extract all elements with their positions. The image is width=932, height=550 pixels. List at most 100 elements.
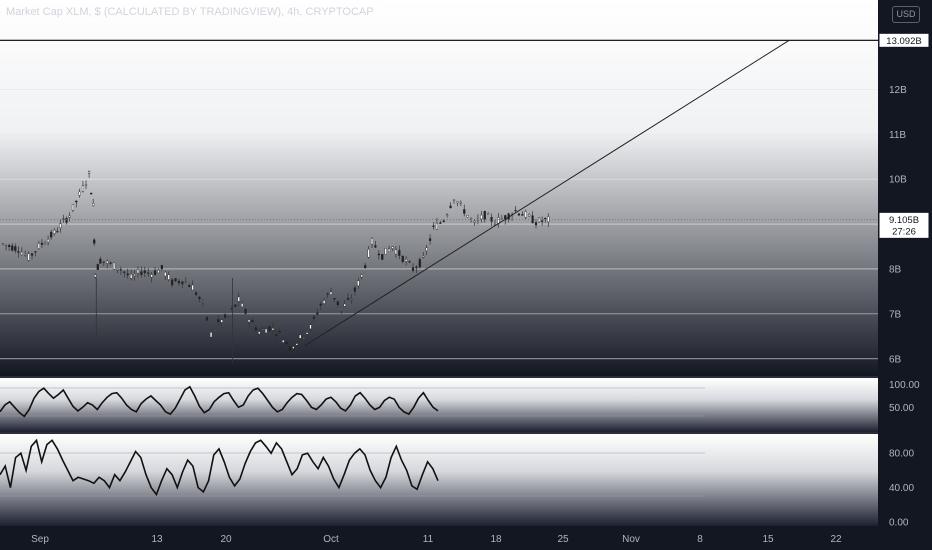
time-tick-label: 18 [490, 534, 502, 545]
candle-body [116, 268, 119, 271]
candle-body [319, 303, 322, 306]
candle-body [271, 328, 275, 331]
price-tick-label: 6B [889, 354, 902, 365]
trend-line[interactable] [305, 39, 790, 346]
candle-body [11, 245, 14, 251]
candle-body [459, 202, 462, 204]
candle-body [93, 239, 96, 244]
last-price-tag [878, 211, 930, 239]
oscillator-1-line[interactable] [0, 385, 439, 418]
candle-body [220, 319, 223, 323]
candle-body [217, 319, 220, 323]
candle-body [346, 297, 350, 300]
candle-body [316, 312, 319, 315]
candle-body [65, 218, 68, 223]
price-scale[interactable] [878, 0, 932, 528]
price-tick-label: 7B [889, 309, 902, 320]
price-tick-label: 10B [889, 175, 907, 186]
candle-body [136, 269, 140, 274]
candle-body [209, 332, 213, 338]
candle-body [480, 214, 483, 220]
candle-body [428, 238, 432, 241]
candle-body [112, 262, 116, 270]
candle-body [261, 328, 264, 331]
candle-body [258, 331, 261, 335]
candle-body [422, 255, 425, 258]
candle-body [439, 222, 442, 224]
candle-body [487, 213, 490, 215]
candle-body [547, 216, 550, 223]
candle-body [278, 331, 281, 333]
candle-body [164, 271, 167, 277]
candle-body [75, 200, 78, 203]
oscillator-2-tick-label: 80.00 [889, 449, 914, 460]
candle-body [292, 346, 295, 349]
candle-body [84, 183, 88, 186]
candle-body [473, 220, 476, 223]
candle-body [528, 214, 531, 217]
resistance-price-tag [878, 32, 930, 48]
candle-body [254, 327, 257, 331]
candle-body [497, 217, 500, 224]
candle-body [40, 242, 44, 245]
time-tick-label: 13 [151, 534, 163, 545]
candle-body [432, 225, 435, 227]
time-tick-label: 11 [423, 534, 434, 545]
candle-body [483, 211, 486, 220]
candle-body [109, 262, 112, 264]
currency-button[interactable]: USD [892, 6, 920, 23]
candle-body [333, 298, 336, 300]
candle-body [27, 253, 30, 261]
oscillator-2-scale-labels: 0.00 40.00 80.00 [889, 449, 914, 529]
candle-body [126, 273, 129, 276]
candle-body [401, 255, 404, 262]
candle-body [30, 253, 34, 256]
oscillator-1-tick-label: 50.00 [889, 403, 914, 414]
candle-body [17, 251, 20, 253]
candle-body [244, 309, 247, 314]
candle-body [227, 315, 230, 317]
candle-body [102, 261, 105, 263]
candle-body [446, 214, 449, 216]
candle-body [364, 265, 367, 268]
candle-body [534, 222, 538, 226]
candle-body [4, 244, 8, 247]
time-tick-label: Sep [31, 534, 49, 545]
candle-body [398, 250, 401, 256]
candle-body [160, 265, 163, 270]
candle-body [237, 296, 240, 302]
candle-body [20, 252, 23, 256]
candle-body [425, 247, 428, 251]
time-axis-labels: Sep 13 20 Oct 11 18 25 Nov 8 15 22 [31, 534, 842, 545]
bar-countdown: 27:26 [892, 226, 916, 237]
candle-body [143, 270, 146, 274]
candle-body [1, 243, 5, 245]
resistance-price-label: 13.092B [886, 36, 921, 47]
candle-body [251, 320, 254, 323]
candle-body [442, 220, 445, 222]
candle-body [466, 215, 469, 218]
candle-body [167, 274, 170, 280]
candle-body [360, 274, 363, 278]
candle-body [56, 231, 59, 233]
candle-body [541, 220, 544, 222]
candle-body [99, 258, 102, 264]
candlestick-series[interactable] [1, 170, 550, 364]
oscillator-2-pane [0, 434, 878, 526]
time-tick-label: 8 [697, 534, 703, 545]
candle-body [50, 231, 53, 238]
candle-body [34, 251, 37, 253]
candle-body [53, 230, 56, 234]
candle-body [268, 326, 271, 331]
price-tick-label: 11B [889, 130, 906, 141]
price-tick-label: 12B [889, 85, 907, 96]
oscillator-2-line[interactable] [0, 438, 439, 497]
candle-body [340, 308, 343, 311]
time-axis[interactable] [0, 528, 932, 550]
time-tick-label: 22 [830, 534, 842, 545]
candle-body [329, 291, 333, 295]
candle-body [92, 203, 95, 207]
candle-body [394, 249, 398, 255]
oscillator-2-tick-label: 0.00 [889, 518, 909, 529]
